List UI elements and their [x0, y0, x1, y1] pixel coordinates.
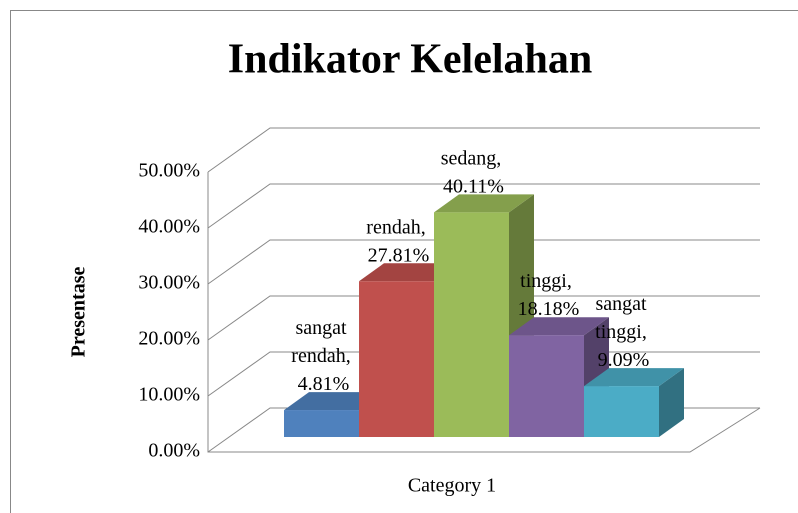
chart-title: Indikator Kelelahan — [228, 37, 592, 83]
bar-front — [359, 281, 434, 437]
y-tick-label: 40.00% — [138, 216, 200, 238]
bar-top — [584, 368, 684, 387]
data-label: tinggi, 18.18% — [518, 270, 580, 320]
bar-front — [284, 410, 359, 437]
y-tick-label: 0.00% — [148, 440, 200, 462]
bar-front — [584, 386, 659, 437]
y-tick-label: 10.00% — [138, 384, 200, 406]
grid-line — [207, 127, 760, 173]
grid-line — [207, 239, 760, 285]
y-axis-label: Presentase — [68, 267, 90, 358]
chart-frame — [10, 10, 798, 513]
data-label: sangat tinggi, 9.09% — [595, 293, 652, 371]
data-label: sedang, 40.11% — [441, 147, 507, 197]
bar-side — [659, 368, 684, 437]
x-tick-label: Category 1 — [408, 475, 496, 497]
bar-front — [509, 335, 584, 437]
bar-top — [434, 194, 534, 213]
bar-front — [434, 212, 509, 437]
data-label: sangat rendah, 4.81% — [291, 317, 355, 395]
axis-wall — [207, 172, 761, 453]
y-tick-label: 30.00% — [138, 272, 200, 294]
data-label: rendah, 27.81% — [366, 216, 430, 266]
y-tick-label: 50.00% — [138, 160, 200, 182]
grid-line — [207, 295, 760, 341]
y-tick-label: 20.00% — [138, 328, 200, 350]
bar — [584, 368, 684, 437]
bar-top — [509, 317, 609, 336]
grid-line — [207, 183, 760, 229]
